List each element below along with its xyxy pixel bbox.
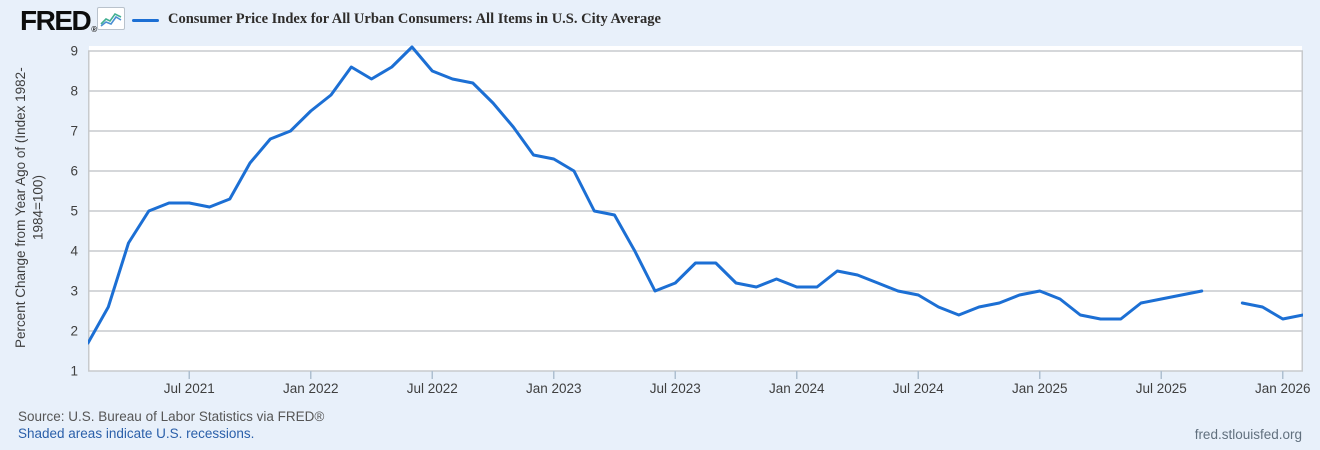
plot-background bbox=[89, 46, 1302, 371]
y-axis-label-9: 9 bbox=[70, 43, 78, 59]
x-axis-label-Jan-2024: Jan 2024 bbox=[768, 381, 825, 396]
y-axis-label-6: 6 bbox=[70, 163, 78, 179]
source-note: Source: U.S. Bureau of Labor Statistics … bbox=[18, 409, 325, 424]
plot-area[interactable] bbox=[88, 37, 1303, 385]
recession-note-link[interactable]: Shaded areas indicate U.S. recessions. bbox=[18, 426, 255, 441]
fred-site-link[interactable]: fred.stlouisfed.org bbox=[1194, 427, 1302, 442]
y-axis-label-1: 1 bbox=[70, 363, 78, 379]
cpi-series-line-segment-2[interactable] bbox=[1240, 301, 1303, 321]
x-axis-label-Jan-2023: Jan 2023 bbox=[525, 381, 582, 396]
y-axis-label-7: 7 bbox=[70, 123, 78, 139]
x-axis-label-Jan-2026: Jan 2026 bbox=[1254, 381, 1311, 396]
legend-line-swatch bbox=[132, 19, 159, 22]
x-axis-label-Jul-2021: Jul 2021 bbox=[163, 381, 215, 396]
fred-mini-chart-icon bbox=[97, 7, 125, 30]
x-axis-label-Jul-2024: Jul 2024 bbox=[892, 381, 944, 396]
x-axis-label-Jul-2022: Jul 2022 bbox=[406, 381, 458, 396]
x-axis-label-Jul-2025: Jul 2025 bbox=[1135, 381, 1187, 396]
y-axis-label-3: 3 bbox=[70, 283, 78, 299]
cpi-series-line-segment-1[interactable] bbox=[88, 45, 1204, 345]
registered-trademark: ® bbox=[91, 25, 98, 34]
fred-logo[interactable]: FRED ® bbox=[20, 5, 97, 37]
chart-title: Consumer Price Index for All Urban Consu… bbox=[168, 11, 661, 27]
y-axis-label-4: 4 bbox=[70, 243, 78, 259]
y-axis-label-5: 5 bbox=[70, 203, 78, 219]
x-axis-label-Jan-2022: Jan 2022 bbox=[282, 381, 339, 396]
x-axis-label-Jul-2023: Jul 2023 bbox=[649, 381, 701, 396]
y-axis-label-2: 2 bbox=[70, 323, 78, 339]
y-axis-label-8: 8 bbox=[70, 83, 78, 99]
fred-logo-text: FRED bbox=[20, 5, 92, 36]
x-axis-label-Jan-2025: Jan 2025 bbox=[1011, 381, 1068, 396]
